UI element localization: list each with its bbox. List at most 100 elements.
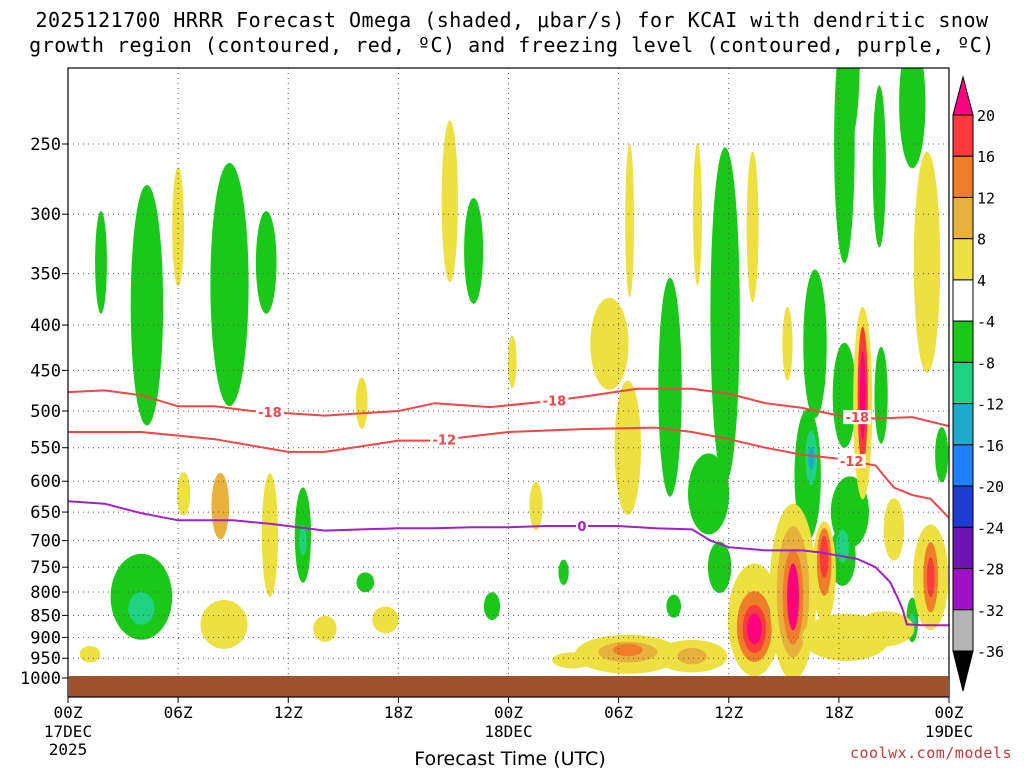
title-line-2: growth region (contoured, red, ºC) and f… xyxy=(29,33,995,57)
omega-cell xyxy=(441,120,458,283)
omega-cell xyxy=(613,643,643,657)
y-tick-label: 600 xyxy=(30,472,61,492)
y-tick-label: 450 xyxy=(30,361,61,381)
chart-title: 2025121700 HRRR Forecast Omega (shaded, … xyxy=(0,8,1024,58)
colorbar-segment xyxy=(952,526,974,570)
y-tick-label: 700 xyxy=(30,532,61,552)
colorbar-label: 16 xyxy=(977,148,995,166)
x-axis-label: Forecast Time (UTC) xyxy=(414,748,605,768)
omega-cell xyxy=(614,380,641,515)
omega-cell xyxy=(177,472,191,516)
omega-cell xyxy=(529,482,543,531)
colorbar-segment xyxy=(952,403,974,446)
omega-cell xyxy=(883,498,905,561)
colorbar-label: -28 xyxy=(977,561,1004,579)
contour-label-bg xyxy=(575,519,588,534)
omega-cell xyxy=(552,652,594,669)
colorbar-label: -16 xyxy=(977,437,1004,455)
contour-label: -12 xyxy=(840,455,864,470)
omega-cell xyxy=(836,68,860,147)
omega-cell xyxy=(808,446,815,470)
omega-cell xyxy=(688,453,730,535)
y-tick-label: 400 xyxy=(30,316,61,336)
omega-cell xyxy=(666,594,681,618)
contour-line xyxy=(68,500,949,627)
x-tick-label: 12Z xyxy=(274,703,303,722)
omega-cell xyxy=(693,142,702,286)
colorbar-label: 12 xyxy=(977,189,995,207)
omega-cell xyxy=(872,85,886,248)
contour-line xyxy=(68,426,949,519)
omega-cell xyxy=(707,541,732,593)
y-tick-label: 350 xyxy=(30,265,61,285)
credit-text: coolwx.com/models xyxy=(849,744,1012,762)
colorbar-label: -32 xyxy=(977,602,1004,620)
colorbar-segment xyxy=(952,114,974,157)
x-tick-label: 06Z xyxy=(164,703,193,722)
colorbar-label: -4 xyxy=(977,313,995,331)
omega-cell xyxy=(803,269,827,419)
omega-cell xyxy=(483,592,501,621)
contour-label: -18 xyxy=(845,411,869,426)
omega-cell xyxy=(464,198,484,304)
colorbar-segment xyxy=(952,320,974,363)
omega-cell xyxy=(200,600,248,649)
colorbar-segment xyxy=(952,568,974,611)
contour-label: -12 xyxy=(433,434,457,449)
y-axis: 2503003504004505005506006507007508008509… xyxy=(20,135,68,689)
omega-cell xyxy=(664,349,676,409)
colorbar-segment xyxy=(952,196,974,240)
omega-cell xyxy=(677,648,707,665)
colorbar-segment xyxy=(952,279,974,322)
x-tick-label: 00Z xyxy=(935,703,964,722)
colorbar-label: -8 xyxy=(977,354,995,372)
omega-cell xyxy=(299,525,307,556)
colorbar-segment xyxy=(952,361,974,405)
terrain-ground xyxy=(69,676,948,697)
colorbar-label: 20 xyxy=(977,107,995,125)
colorbar-bottom-arrow xyxy=(952,650,974,692)
omega-cell xyxy=(913,151,941,373)
omega-cell xyxy=(935,427,949,483)
omega-cell xyxy=(746,151,759,303)
omega-cell xyxy=(625,143,634,298)
omega-cell xyxy=(261,473,278,597)
colorbar: 20 16 12 8 4 -4 -8 -12 -16 -20 -24 -28 -32 -36 xyxy=(952,75,1004,692)
colorbar-label: 4 xyxy=(977,272,986,290)
omega-cell xyxy=(899,68,926,169)
omega-cell xyxy=(787,563,799,631)
colorbar-segment xyxy=(952,238,974,281)
x-tick-label: 12Z xyxy=(714,703,743,722)
omega-cell xyxy=(211,472,230,540)
colorbar-top-arrow xyxy=(952,75,974,116)
omega-cell xyxy=(507,335,517,389)
y-tick-label: 650 xyxy=(30,503,61,523)
omega-cell xyxy=(835,529,850,563)
omega-cell xyxy=(355,377,368,429)
contour-label: 0 xyxy=(577,520,586,535)
contour-label-bg xyxy=(843,410,872,425)
x-tick-label: 00Z xyxy=(494,703,523,722)
colorbar-label: -12 xyxy=(977,396,1004,414)
omega-cell xyxy=(356,572,375,593)
omega-cell xyxy=(834,68,855,264)
grid-lines xyxy=(68,68,949,679)
title-line-1: 2025121700 HRRR Forecast Omega (shaded, … xyxy=(35,8,989,32)
colorbar-label: -20 xyxy=(977,478,1004,496)
contour-label-bg xyxy=(837,454,866,469)
omega-cell xyxy=(590,297,629,390)
y-tick-label: 500 xyxy=(30,402,61,422)
y-tick-label: 850 xyxy=(30,606,61,626)
y-tick-label: 250 xyxy=(30,135,61,155)
omega-cell xyxy=(210,162,249,407)
omega-cell xyxy=(747,613,762,645)
contour-label: -18 xyxy=(543,394,567,409)
y-tick-label: 300 xyxy=(30,205,61,225)
colorbar-segment xyxy=(952,155,974,198)
omega-shading xyxy=(79,68,949,681)
omega-cell xyxy=(372,606,399,634)
x-tick-label: 18Z xyxy=(824,703,853,722)
x-tick-label: 18DEC xyxy=(484,722,532,741)
